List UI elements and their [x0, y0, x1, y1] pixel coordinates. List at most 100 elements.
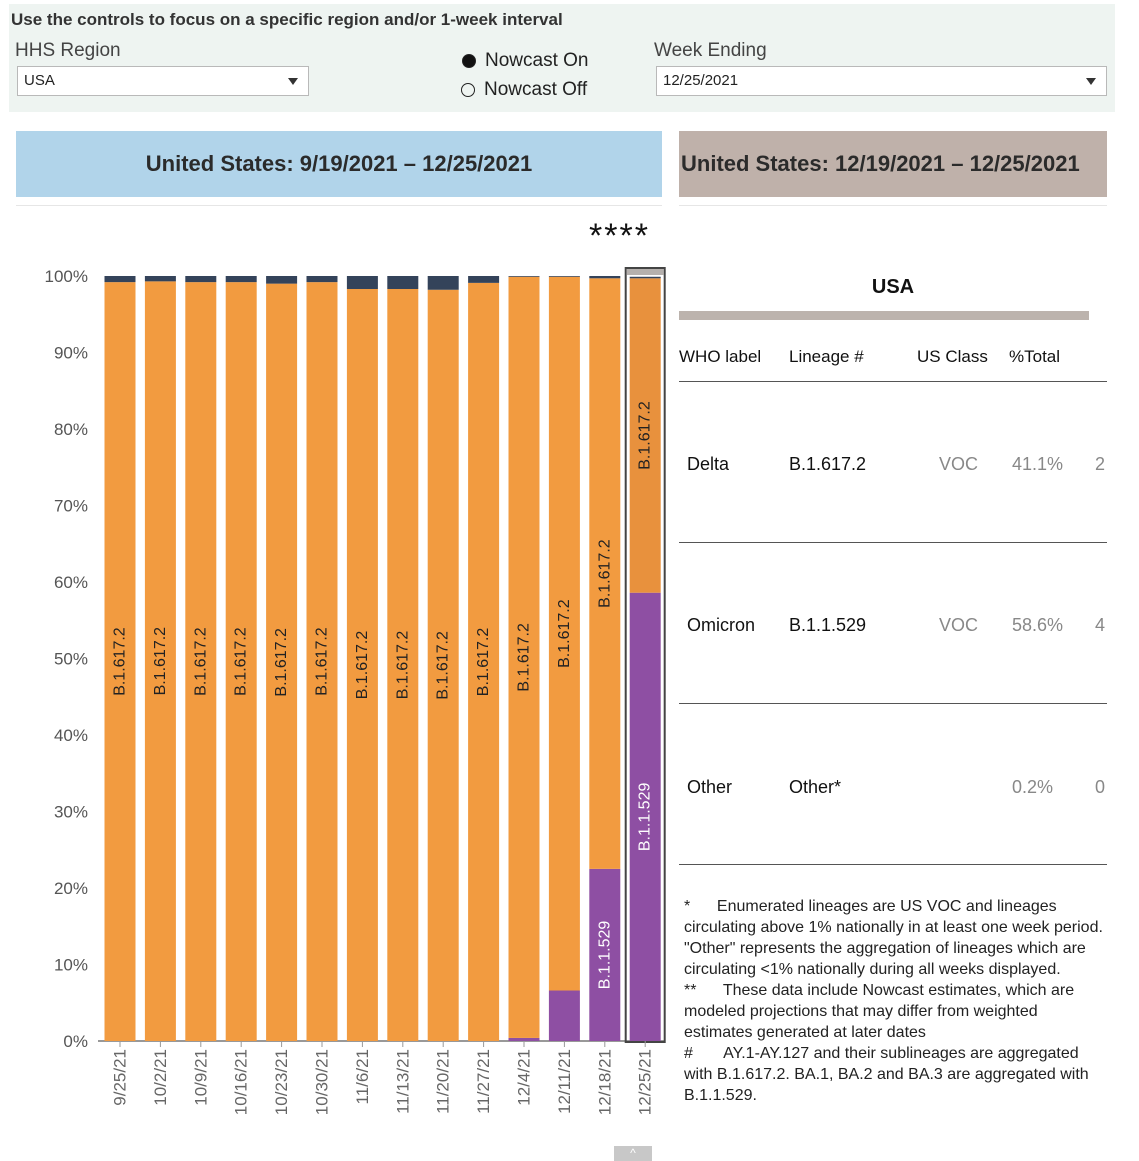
bar-segment-b11529 — [508, 1037, 540, 1041]
bar-segment-other — [468, 276, 500, 283]
table-divider — [679, 864, 1107, 865]
cell-who: Other — [687, 777, 733, 797]
header-us-class: US Class — [917, 347, 988, 366]
y-tick-label: 0% — [63, 1032, 88, 1051]
chevron-down-icon — [288, 78, 298, 85]
bar-label-b16172: B.1.617.2 — [475, 628, 492, 697]
y-tick-label: 80% — [54, 420, 88, 439]
y-tick-label: 40% — [54, 726, 88, 745]
selected-week-cap — [626, 269, 664, 275]
radio-selected-icon — [462, 54, 476, 68]
x-tick-label: 11/27/21 — [474, 1049, 493, 1114]
nowcast-marker: **** — [589, 217, 650, 255]
cell-lineage: B.1.617.2 — [789, 454, 867, 474]
bar-segment-other — [508, 276, 540, 277]
y-tick-label: 90% — [54, 344, 88, 363]
bar-segment-other — [104, 276, 136, 283]
footnote: # AY.1-AY.127 and their sublineages are … — [684, 1045, 1094, 1104]
table-divider — [679, 542, 1107, 543]
y-tick-label: 20% — [54, 879, 88, 898]
bar-segment-b16172 — [346, 289, 378, 1041]
table-divider — [679, 703, 1107, 704]
x-tick-label: 11/6/21 — [353, 1049, 372, 1104]
divider — [679, 205, 1107, 206]
x-tick-label: 12/25/21 — [636, 1049, 655, 1115]
bar-segment-b11529 — [548, 990, 580, 1041]
x-tick-label: 9/25/21 — [111, 1049, 130, 1106]
bar-label-b16172: B.1.617.2 — [192, 627, 209, 696]
period-banner: United States: 9/19/2021 – 12/25/2021 — [16, 131, 662, 197]
bar-segment-b11529 — [589, 868, 621, 1041]
bar-segment-other — [548, 276, 580, 277]
bar-segment-b16172 — [104, 282, 136, 1041]
nowcast-off-label: Nowcast Off — [484, 79, 588, 100]
cell-pct: 41.1% — [1012, 454, 1064, 474]
controls-title: Use the controls to focus on a specific … — [11, 10, 563, 29]
y-tick-label: 30% — [54, 803, 88, 822]
bar-segment-other — [225, 276, 257, 283]
cell-us-class: VOC — [939, 454, 979, 474]
cell-us-class: VOC — [939, 615, 979, 635]
nowcast-on-radio[interactable]: Nowcast On — [462, 50, 588, 72]
bar-segment-other — [306, 276, 338, 283]
header-lineage: Lineage # — [789, 347, 864, 366]
x-tick-label: 11/20/21 — [434, 1049, 453, 1114]
controls-panel: Use the controls to focus on a specific … — [9, 4, 1115, 112]
bar-segment-b16172 — [306, 282, 338, 1041]
cell-extra: 2 — [1095, 454, 1106, 474]
bar-label-b11529: B.1.1.529 — [596, 921, 613, 990]
radio-unselected-icon — [461, 83, 475, 97]
x-tick-label: 10/16/21 — [232, 1049, 251, 1115]
cell-pct: 0.2% — [1012, 777, 1054, 797]
nowcast-off-radio[interactable]: Nowcast Off — [461, 79, 587, 101]
bar-label-b16172: B.1.617.2 — [516, 623, 533, 692]
table-divider — [679, 381, 1107, 382]
week-select-value: 12/25/2021 — [663, 72, 739, 89]
cell-extra: 4 — [1095, 615, 1106, 635]
region-select-value: USA — [24, 72, 55, 89]
bar-segment-other — [589, 276, 621, 279]
bar-segment-b16172 — [225, 282, 257, 1041]
bar-segment-b16172 — [185, 282, 217, 1041]
x-tick-label: 10/30/21 — [313, 1049, 332, 1115]
bar-label-b16172: B.1.617.2 — [273, 628, 290, 697]
bar-segment-other — [144, 276, 176, 282]
cell-lineage: B.1.1.529 — [789, 615, 867, 635]
variant-proportions-chart: 0% 10% 20% 30% 40% 50% 60% 70% 80% 90% 100% B.1.617… — [45, 267, 666, 1115]
divider — [16, 205, 662, 206]
header-who-label: WHO label — [679, 347, 762, 366]
bar-segment-other — [266, 276, 298, 284]
y-tick-label: 100% — [45, 267, 88, 286]
footnote: * Enumerated lineages are US VOC and lin… — [684, 898, 1108, 978]
x-tick-label: 10/9/21 — [191, 1049, 210, 1106]
nowcast-on-label: Nowcast On — [485, 50, 589, 71]
region-select[interactable]: USA — [17, 66, 309, 96]
bar-segment-b16172 — [468, 282, 500, 1041]
bar-segment-other — [346, 276, 378, 290]
footnotes: * Enumerated lineages are US VOC and lin… — [684, 896, 1104, 1106]
cell-who: Omicron — [687, 615, 756, 635]
x-tick-label: 12/18/21 — [595, 1049, 614, 1115]
footnote: ** These data include Nowcast estimates,… — [684, 982, 1079, 1041]
bar-segment-b16172 — [266, 283, 298, 1041]
x-tick-label: 10/23/21 — [272, 1049, 291, 1115]
x-tick-label: 12/11/21 — [555, 1049, 574, 1114]
bar-segment-other — [387, 276, 419, 290]
bar-label-b16172: B.1.617.2 — [314, 627, 331, 696]
cell-pct: 58.6% — [1012, 615, 1064, 635]
bar-segment-b16172 — [427, 289, 459, 1041]
x-tick-label: 11/13/21 — [393, 1049, 412, 1114]
bar-label-b16172: B.1.617.2 — [354, 631, 371, 700]
y-tick-label: 50% — [54, 650, 88, 669]
bar-label-b11529: B.1.1.529 — [637, 783, 654, 852]
cell-extra: 0 — [1095, 777, 1106, 797]
cell-who: Delta — [687, 454, 730, 474]
y-tick-label: 70% — [54, 497, 88, 516]
bar-segment-other — [629, 276, 661, 279]
bar-segment-other — [185, 276, 217, 283]
bar-segment-b11529 — [629, 592, 661, 1041]
scroll-up-tab[interactable]: ^ — [614, 1146, 652, 1161]
week-select[interactable]: 12/25/2021 — [656, 66, 1107, 96]
y-tick-label: 10% — [54, 956, 88, 975]
bar-segment-b16172 — [144, 281, 176, 1042]
